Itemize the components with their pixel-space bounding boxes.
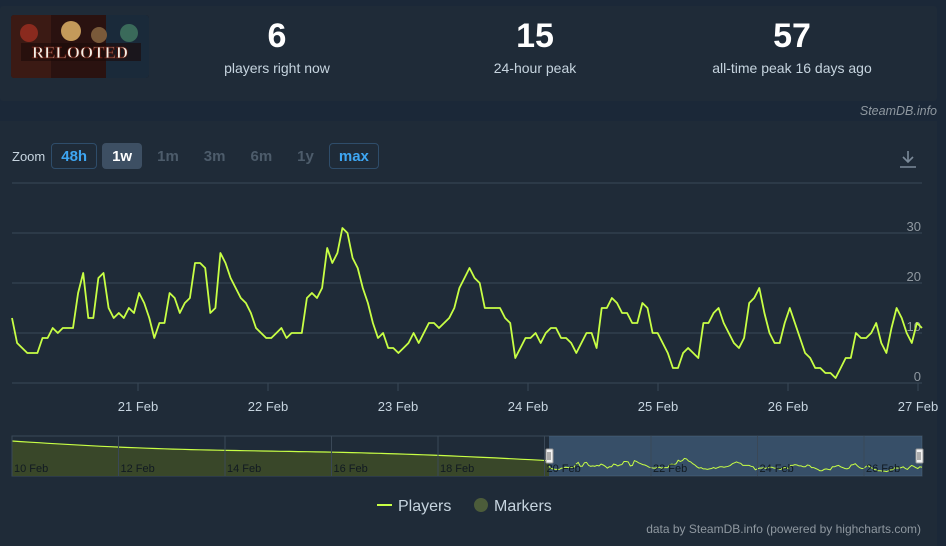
navigator-tick-label: 12 Feb — [121, 463, 155, 475]
y-tick-label: 30 — [907, 219, 921, 234]
stat-current-players: 6 players right now — [147, 12, 407, 76]
zoom-1y-button[interactable]: 1y — [297, 148, 314, 165]
zoom-3m-button[interactable]: 3m — [203, 148, 226, 165]
x-tick-label: 23 Feb — [378, 399, 418, 414]
zoom-1w-button[interactable]: 1w — [102, 143, 143, 169]
x-tick-label: 26 Feb — [768, 399, 808, 414]
x-tick-label: 22 Feb — [248, 399, 288, 414]
legend-markers-swatch[interactable] — [474, 498, 488, 512]
y-tick-label: 20 — [907, 269, 921, 284]
navigator-selected-line — [548, 457, 923, 473]
zoom-1m-button[interactable]: 1m — [157, 148, 179, 165]
stat-current-value: 6 — [267, 17, 287, 55]
x-tick-label: 25 Feb — [638, 399, 678, 414]
game-logo-image: RELOOTED — [11, 15, 149, 78]
stats-panel — [0, 6, 937, 101]
stat-all-time-peak: 57 all-time peak 16 days ago — [662, 12, 922, 76]
navigator-tick-label: 26 Feb — [866, 463, 900, 475]
navigator-tick-label: 24 Feb — [760, 463, 794, 475]
x-tick-label: 24 Feb — [508, 399, 548, 414]
download-icon — [900, 151, 916, 168]
navigator-tick-label: 18 Feb — [440, 463, 474, 475]
stat-current-label: players right now — [224, 60, 330, 76]
navigator-history-area — [12, 441, 549, 476]
download-button[interactable] — [897, 148, 919, 170]
stat-24h-peak: 15 24-hour peak — [405, 12, 665, 76]
navigator-tick-label: 16 Feb — [334, 463, 368, 475]
stat-24h-value: 15 — [516, 17, 554, 55]
navigator-tick-label: 14 Feb — [227, 463, 261, 475]
x-tick-label: 21 Feb — [118, 399, 158, 414]
legend-markers-label[interactable]: Markers — [494, 498, 552, 515]
navigator-history-line — [11, 440, 550, 462]
logo-text: RELOOTED — [32, 43, 128, 62]
stat-all-time-label: all-time peak 16 days ago — [712, 60, 872, 76]
navigator-tick-label: 10 Feb — [14, 463, 48, 475]
zoom-label: Zoom — [12, 148, 46, 164]
steamdb-credit-top[interactable]: SteamDB.info — [859, 104, 937, 118]
footer-credit[interactable]: data by SteamDB.info (powered by highcha… — [646, 522, 921, 536]
legend-players-label[interactable]: Players — [398, 498, 451, 515]
zoom-48h-button[interactable]: 48h — [51, 143, 98, 169]
y-tick-label: 0 — [914, 369, 921, 384]
stat-24h-label: 24-hour peak — [493, 60, 577, 76]
x-tick-label: 27 Feb — [898, 399, 938, 414]
navigator-tick-label: 20 Feb — [547, 463, 581, 475]
game-logo[interactable]: RELOOTED — [11, 15, 149, 78]
navigator-selected-range[interactable] — [549, 436, 922, 476]
zoom-6m-button[interactable]: 6m — [250, 148, 273, 165]
stat-all-time-value: 57 — [773, 17, 811, 55]
navigator-tick-label: 22 Feb — [653, 463, 687, 475]
zoom-controls: Zoom 48h 1w 1m 3m 6m 1y max — [12, 142, 384, 170]
players-series-line — [11, 227, 923, 379]
zoom-max-button[interactable]: max — [328, 143, 379, 169]
